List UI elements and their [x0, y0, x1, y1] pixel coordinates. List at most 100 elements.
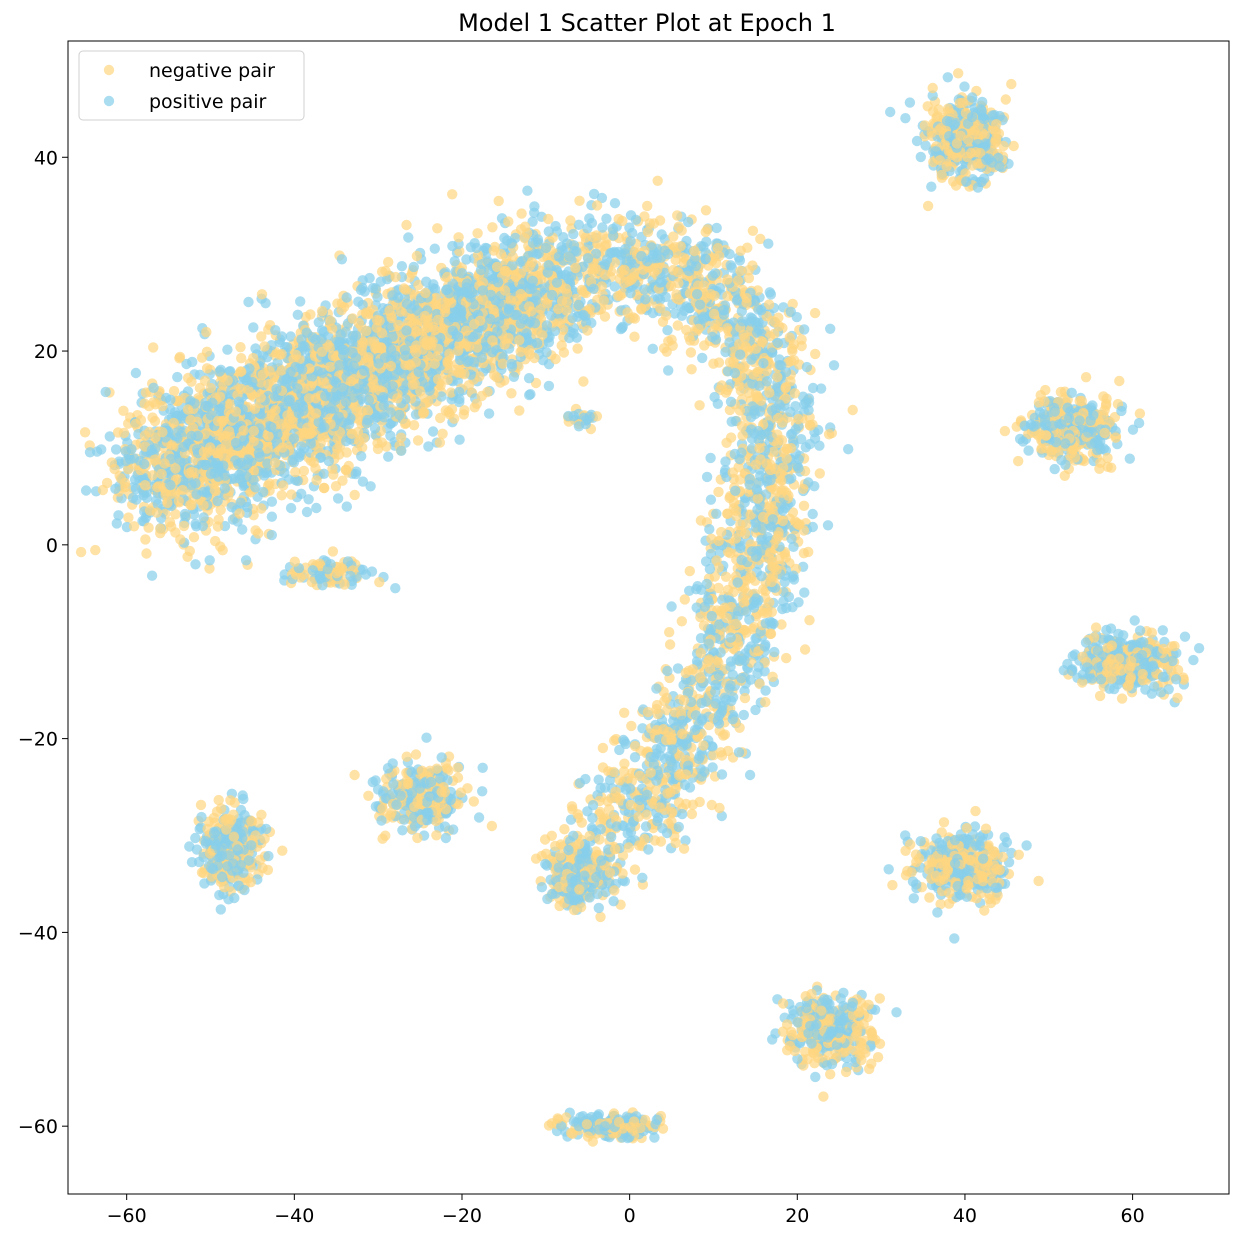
negative-pair-point	[961, 823, 972, 834]
positive-pair-point	[568, 410, 579, 422]
positive-pair-point	[1147, 661, 1158, 672]
negative-pair-point	[975, 866, 986, 877]
positive-pair-point	[421, 732, 432, 743]
negative-pair-point	[685, 347, 697, 358]
positive-pair-point	[1129, 615, 1140, 626]
positive-pair-point	[1127, 424, 1139, 435]
positive-pair-point	[811, 1019, 822, 1030]
positive-pair-point	[399, 814, 410, 825]
negative-pair-point	[760, 696, 771, 708]
positive-pair-point	[1074, 415, 1085, 426]
positive-pair-point	[907, 876, 919, 887]
negative-pair-point	[953, 68, 964, 79]
negative-pair-point	[215, 803, 227, 814]
negative-pair-point	[951, 138, 963, 149]
negative-pair-point	[431, 763, 442, 774]
negative-pair-point	[1013, 455, 1024, 467]
negative-pair-point	[934, 155, 946, 166]
positive-pair-point	[406, 767, 417, 778]
negative-pair-point	[1011, 421, 1022, 432]
negative-pair-point	[468, 796, 479, 807]
positive-pair-point	[207, 863, 219, 875]
positive-pair-point	[414, 783, 425, 794]
positive-pair-point	[825, 1026, 837, 1037]
positive-pair-point	[1134, 625, 1146, 636]
negative-pair-point	[1066, 448, 1077, 459]
positive-pair-point	[799, 324, 810, 335]
positive-pair-point	[814, 440, 825, 451]
positive-pair-point	[217, 871, 228, 883]
negative-pair-point	[798, 500, 810, 511]
negative-pair-point	[1013, 849, 1024, 860]
negative-pair-point	[936, 169, 947, 181]
negative-pair-point	[1146, 627, 1158, 638]
negative-pair-point	[613, 1116, 625, 1128]
positive-pair-point	[900, 113, 911, 124]
positive-pair-point	[1049, 406, 1060, 417]
negative-pair-point	[629, 740, 641, 752]
negative-pair-point	[1172, 692, 1183, 704]
negative-pair-point	[398, 779, 409, 790]
negative-pair-point	[1106, 462, 1117, 473]
negative-pair-point	[1158, 643, 1169, 655]
positive-pair-point	[930, 146, 942, 157]
positive-pair-point	[448, 824, 459, 835]
scatter-points	[75, 68, 1205, 1147]
positive-pair-point	[1157, 671, 1169, 683]
negative-pair-point	[609, 735, 620, 746]
negative-pair-point	[259, 833, 270, 844]
negative-pair-point	[850, 1031, 861, 1042]
negative-pair-point	[559, 824, 570, 835]
positive-pair-point	[745, 674, 756, 685]
positive-pair-point	[596, 855, 607, 866]
negative-pair-point	[979, 905, 990, 916]
positive-pair-point	[397, 825, 408, 836]
positive-pair-point	[825, 323, 836, 334]
negative-pair-point	[970, 805, 981, 817]
negative-pair-point	[718, 730, 729, 741]
positive-pair-point	[640, 821, 652, 832]
positive-pair-point	[522, 185, 533, 196]
negative-pair-point	[440, 804, 452, 815]
negative-pair-point	[439, 786, 451, 798]
positive-pair-point	[307, 565, 318, 576]
negative-pair-point	[79, 427, 91, 438]
negative-pair-point	[872, 1052, 884, 1063]
negative-pair-point	[977, 128, 988, 139]
positive-pair-point	[190, 832, 201, 844]
positive-pair-point	[952, 867, 963, 879]
negative-pair-point	[859, 1043, 870, 1055]
negative-pair-point	[1008, 140, 1019, 152]
positive-pair-point	[883, 864, 894, 875]
negative-pair-point	[1094, 690, 1106, 702]
negative-pair-point	[595, 911, 606, 923]
positive-pair-point	[440, 832, 452, 844]
positive-pair-point	[584, 411, 595, 422]
positive-pair-point	[835, 993, 846, 1004]
negative-pair-point	[401, 751, 412, 762]
positive-pair-point	[980, 138, 991, 149]
positive-pair-point	[235, 859, 246, 871]
positive-pair-point	[806, 1038, 817, 1049]
positive-pair-point	[1001, 837, 1013, 848]
positive-pair-point	[211, 826, 222, 837]
positive-pair-point	[1083, 427, 1094, 438]
positive-pair-point	[767, 1034, 778, 1045]
positive-pair-point	[1047, 420, 1058, 431]
negative-pair-point	[657, 1123, 669, 1134]
positive-pair-point	[1023, 445, 1034, 456]
positive-pair-point	[810, 1071, 821, 1083]
negative-pair-point	[582, 1131, 594, 1142]
negative-pair-point	[725, 432, 737, 443]
negative-pair-point	[597, 742, 609, 754]
positive-pair-point	[932, 907, 943, 918]
negative-pair-point	[954, 97, 966, 109]
positive-pair-point	[927, 90, 938, 101]
negative-pair-point	[1134, 408, 1146, 419]
negative-pair-point	[1089, 632, 1100, 643]
positive-pair-point	[215, 904, 226, 915]
negative-pair-point	[686, 364, 697, 375]
positive-pair-point	[961, 176, 972, 187]
negative-pair-point	[226, 814, 237, 825]
negative-pair-point	[1076, 395, 1088, 407]
